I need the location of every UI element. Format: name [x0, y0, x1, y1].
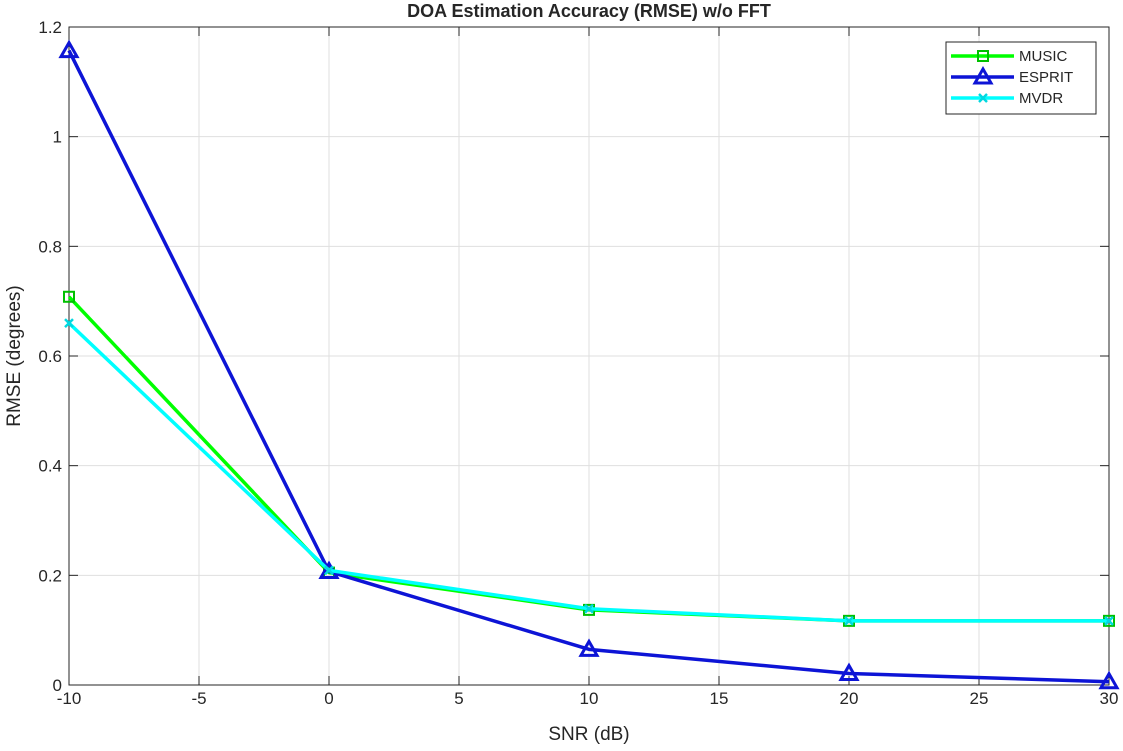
marker-stroke: [64, 318, 74, 328]
data-point-mvdr: [844, 615, 854, 626]
data-point-mvdr: [324, 565, 334, 576]
x-tick-label: 5: [454, 689, 463, 708]
grid: [68, 26, 1110, 686]
y-tick-label: 0.2: [38, 566, 62, 585]
legend-marker: [977, 50, 989, 62]
legend-label: MUSIC: [1019, 48, 1068, 65]
y-tick-label: 1.2: [38, 18, 62, 37]
y-axis-label: RMSE (degrees): [4, 285, 25, 427]
marker-stroke: [978, 93, 988, 103]
data-point-esprit: [58, 39, 80, 59]
legend-label: MVDR: [1019, 90, 1063, 107]
y-tick-label: 0.6: [38, 347, 62, 366]
x-tick-label: -10: [57, 689, 82, 708]
plot-series: [58, 39, 1120, 690]
y-tick-label: 1: [53, 128, 62, 147]
y-tick-label: 0.8: [38, 237, 62, 256]
x-tick-label: 10: [580, 689, 599, 708]
data-point-esprit: [838, 662, 860, 681]
legend-entry-mvdr: MVDR: [951, 90, 1063, 107]
legend-entry-music: MUSIC: [951, 48, 1068, 65]
x-tick-label: 0: [324, 689, 333, 708]
x-tick-label: 20: [840, 689, 859, 708]
legend-label: ESPRIT: [1019, 69, 1073, 86]
x-tick-label: 30: [1100, 689, 1119, 708]
x-tick-label: -5: [191, 689, 206, 708]
legend-marker: [972, 65, 994, 85]
data-point-esprit: [1098, 670, 1120, 690]
y-tick-label: 0.4: [38, 457, 62, 476]
data-point-mvdr: [64, 318, 74, 328]
data-point-music: [63, 290, 75, 303]
legend: MUSIC ESPRIT MVDR: [945, 41, 1097, 115]
x-tick-label: 25: [970, 689, 989, 708]
x-axis-label: SNR (dB): [548, 724, 629, 745]
chart-title: DOA Estimation Accuracy (RMSE) w/o FFT: [407, 1, 771, 21]
legend-marker: [978, 93, 988, 103]
series-mvdr: [64, 318, 1114, 626]
data-point-mvdr: [1104, 615, 1114, 626]
axes: -10 -5 0 5 10 15 20 25 30 0 0.2 0.4 0.6 0.8 1 1.2: [38, 18, 1118, 708]
marker-stroke: [584, 603, 594, 614]
data-point-esprit: [578, 638, 600, 657]
legend-entry-esprit: ESPRIT: [951, 65, 1073, 86]
series-line-esprit: [67, 49, 1110, 684]
marker-stroke: [1104, 615, 1114, 626]
marker-stroke: [844, 615, 854, 626]
y-tick-label: 0: [53, 676, 62, 695]
x-tick-label: 15: [710, 689, 729, 708]
marker-stroke: [324, 565, 334, 576]
data-point-mvdr: [584, 603, 594, 614]
